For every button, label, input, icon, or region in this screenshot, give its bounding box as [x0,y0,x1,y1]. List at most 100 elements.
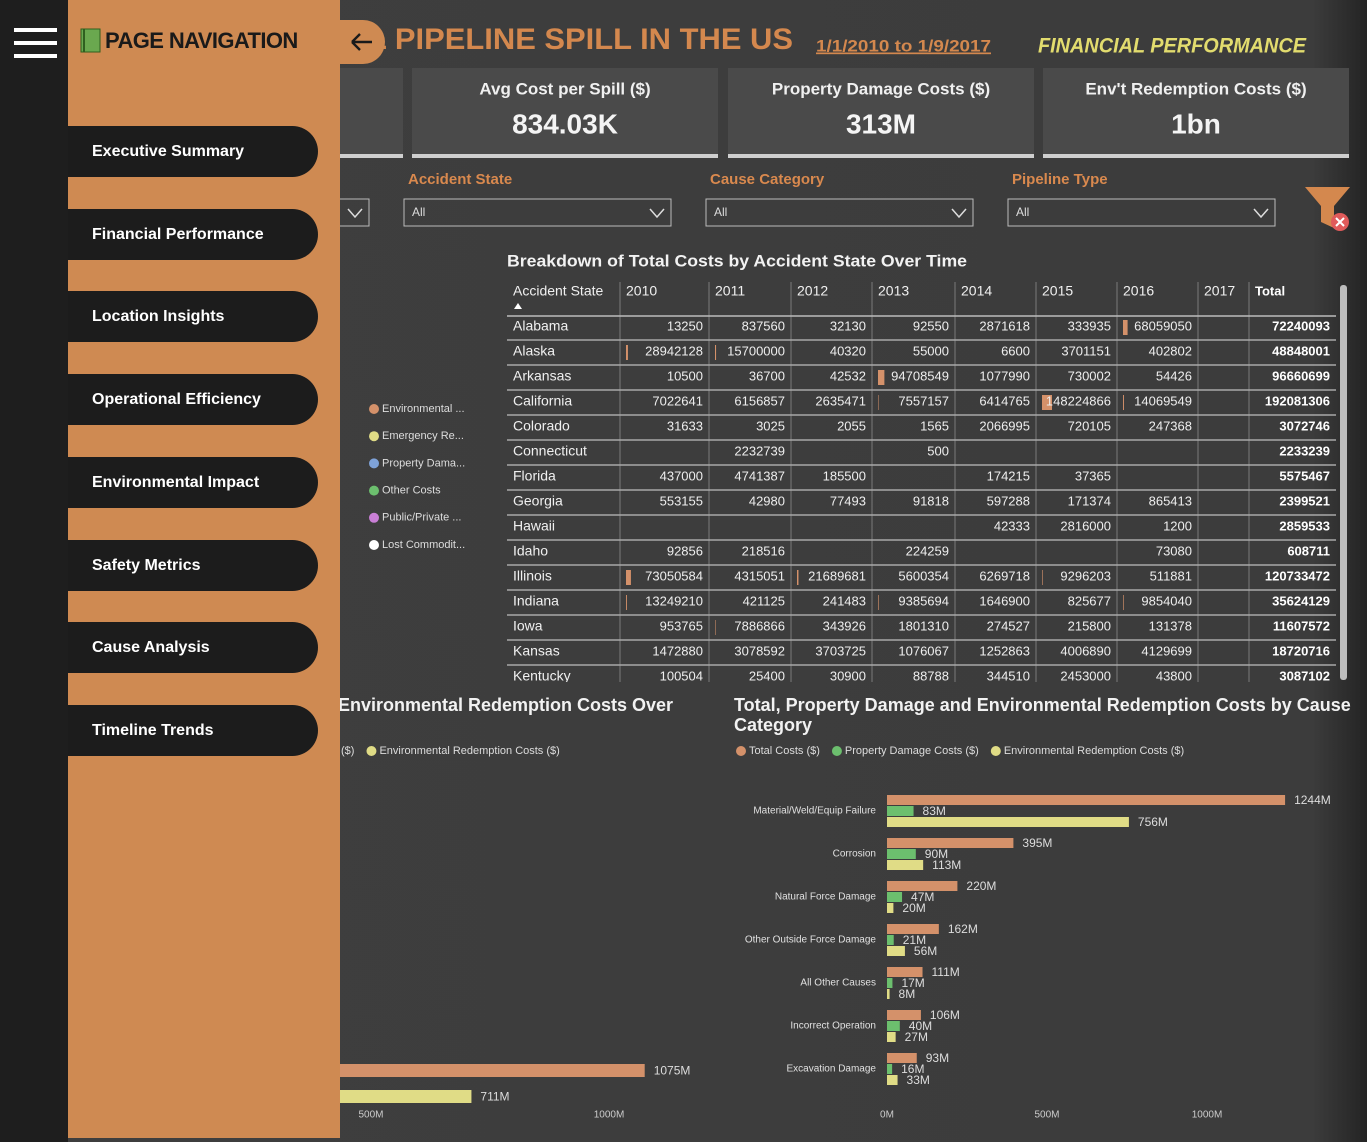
bar [887,978,893,988]
row-label: Alaska [513,343,555,359]
dropdown-value: All [714,205,727,219]
bar [887,1075,898,1085]
table-cell: 54426 [1156,368,1192,383]
table-cell: 6269718 [979,568,1030,583]
kpi-card [728,68,1034,158]
value-label: 21M [903,933,926,947]
bar [887,1064,893,1074]
category-label: All Other Causes [800,978,876,989]
chart-title: Total, Property Damage and Environmental… [734,695,1351,735]
matrix: Accident State 2010 2011 2012 2013 2014 2015 20… [507,282,1336,683]
table-cell: 10500 [667,368,703,383]
value-label: 113M [932,858,961,872]
value-label: 162M [948,922,978,936]
kpi-card [412,68,718,158]
row-label: Florida [513,468,556,484]
bar [887,806,914,816]
table-cell: 7557157 [898,393,949,408]
table-cell: 1200 [1163,518,1192,533]
nav-button[interactable]: Timeline Trends [68,704,318,756]
data-bar [878,395,879,410]
legend-label: Other Costs [382,485,441,497]
table-cell: 13250 [667,318,703,333]
filter-dropdown[interactable]: All [705,198,974,227]
legend-label: Public/Private ... [382,512,461,524]
table-cell: 40320 [830,343,866,358]
bar [887,881,958,891]
table-cell: 11607572 [1273,618,1330,633]
table-cell: 5575467 [1279,468,1330,483]
bar [887,903,894,913]
data-bar [626,595,627,610]
table-cell: 185500 [823,468,866,483]
value-label: 17M [901,976,924,990]
table-cell: 96660699 [1272,368,1330,383]
kpi-value: 313M [846,108,916,139]
table-cell: 3078592 [734,643,785,658]
data-bar [715,345,717,360]
side-strip [0,0,68,1142]
filter-dropdown[interactable]: All [403,198,672,227]
table-cell: 4315051 [734,568,785,583]
bar [887,935,894,945]
dropdown-value: All [412,205,425,219]
value-label: 90M [925,847,948,861]
table-cell: 9385694 [898,593,949,608]
row-label: Alabama [513,318,568,334]
table-cell: 25400 [749,668,785,683]
table-cell: 3072746 [1279,418,1330,433]
bar [887,967,923,977]
nav-button[interactable]: Cause Analysis [68,622,318,674]
table-cell: 174215 [987,468,1030,483]
table-cell: 730002 [1068,368,1111,383]
legend-dot [369,540,379,550]
row-label: Colorado [513,418,570,434]
table-cell: 192081306 [1265,393,1330,408]
back-arrow [351,33,372,51]
arrow-path [351,33,372,51]
legend-label: Total Costs ($) [749,745,820,757]
value-label: 47M [911,890,934,904]
clear-filters-button[interactable] [1305,187,1350,231]
table-cell: 21689681 [808,568,866,583]
back-button[interactable] [318,20,385,64]
table-cell: 68059050 [1134,318,1192,333]
nav-button[interactable]: Operational Efficiency [68,374,318,426]
table-cell: 608711 [1287,543,1330,558]
legend-label: Lost Commodit... [382,539,465,551]
table-cell: 88788 [913,668,949,683]
nav-button[interactable]: Executive Summary [68,126,318,177]
filter-label: Cause Category [710,171,825,188]
bar [887,849,916,859]
table-cell: 511881 [1150,568,1192,583]
value-label: 16M [901,1062,924,1076]
x-tick-label: 1000M [1192,1110,1223,1121]
nav-button[interactable]: Financial Performance [68,208,318,260]
value-label: 93M [926,1051,949,1065]
filter-label: Accident State [408,171,512,188]
data-bar [797,570,799,585]
nav-button[interactable]: Location Insights [68,291,318,343]
table-cell: 215800 [1068,618,1111,633]
nav-button[interactable]: Environmental Impact [68,456,318,508]
category-label: Natural Force Damage [775,892,877,903]
menu-icon[interactable] [0,0,68,80]
bar [887,924,939,934]
date-range-link[interactable]: 1/1/2010 to 1/9/2017 [816,36,991,55]
filter-dropdown[interactable]: All [1007,198,1276,227]
table-cell: 4129699 [1141,643,1192,658]
table-scrollbar[interactable] [1340,285,1347,680]
table-cell: 55000 [913,343,949,358]
table-cell: 333935 [1068,318,1111,333]
nav-button[interactable]: Safety Metrics [68,539,318,591]
column-header: 2013 [878,283,909,299]
table-cell: 2233239 [1279,443,1330,458]
dropdown-chevron [649,208,665,219]
table-cell: 6156857 [734,393,785,408]
data-bar [1042,395,1052,410]
row-label: Hawaii [513,518,555,534]
table-cell: 43800 [1156,668,1192,683]
kpi-label: Avg Cost per Spill ($) [479,79,650,98]
kpi-underline [1043,154,1349,158]
table-cell: 42333 [994,518,1030,533]
